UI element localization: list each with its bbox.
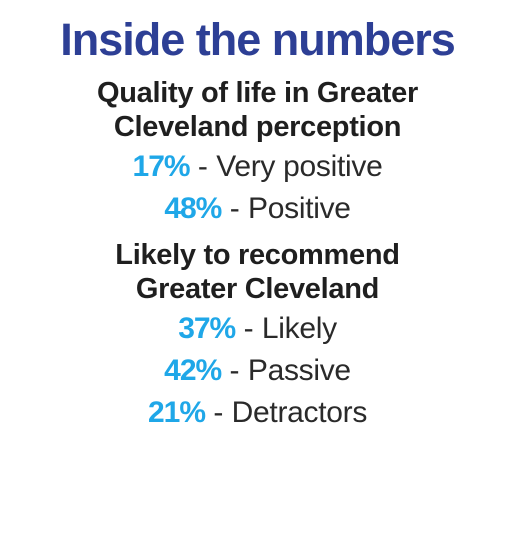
stat-value: 21% <box>147 396 206 429</box>
stat-value: 17% <box>132 150 191 183</box>
stat-separator: - <box>221 192 249 225</box>
stat-label: Likely <box>261 312 337 345</box>
stat-detractors: 21% - Detractors <box>0 392 515 434</box>
stats-list: 37% - Likely 42% - Passive 21% - Detract… <box>0 308 515 434</box>
stat-passive: 42% - Passive <box>0 350 515 392</box>
stat-label: Positive <box>248 192 351 225</box>
stat-value: 37% <box>178 312 236 345</box>
heading-line: Greater Cleveland <box>135 273 380 305</box>
stat-separator: - <box>205 396 232 429</box>
section-heading: Likely to recommend Greater Cleveland <box>0 238 515 306</box>
heading-line: Quality of life in Greater <box>97 77 418 109</box>
stat-separator: - <box>189 150 217 183</box>
stat-value: 48% <box>164 192 222 225</box>
stat-label: Very positive <box>216 150 383 183</box>
section-quality-of-life: Quality of life in Greater Cleveland per… <box>0 76 515 230</box>
section-heading: Quality of life in Greater Cleveland per… <box>0 76 515 144</box>
heading-line: Likely to recommend <box>115 239 400 271</box>
stat-label: Passive <box>247 354 351 387</box>
stats-list: 17% - Very positive 48% - Positive <box>0 146 515 230</box>
page-title: Inside the numbers <box>60 14 456 65</box>
stat-likely: 37% - Likely <box>0 308 515 350</box>
heading-line: Cleveland perception <box>113 111 402 143</box>
stat-very-positive: 17% - Very positive <box>0 146 515 188</box>
stat-separator: - <box>221 354 248 387</box>
stat-separator: - <box>235 312 262 345</box>
stat-label: Detractors <box>231 396 368 429</box>
stat-positive: 48% - Positive <box>0 188 515 230</box>
section-likely-to-recommend: Likely to recommend Greater Cleveland 37… <box>0 238 515 434</box>
stat-value: 42% <box>164 354 222 387</box>
